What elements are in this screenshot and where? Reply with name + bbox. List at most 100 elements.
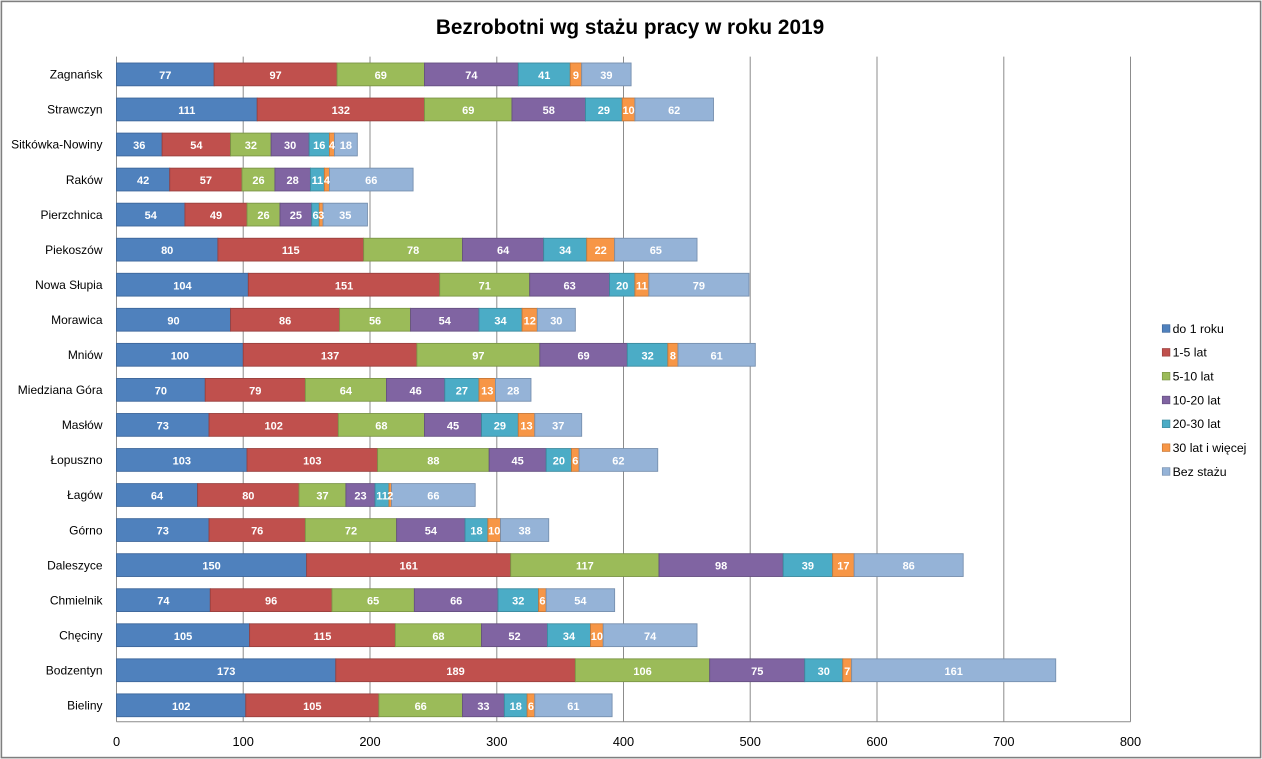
svg-text:115: 115 <box>314 631 332 643</box>
svg-text:Chęciny: Chęciny <box>59 628 102 642</box>
svg-text:6: 6 <box>312 210 318 222</box>
svg-text:33: 33 <box>477 701 489 713</box>
svg-text:100: 100 <box>171 350 189 362</box>
svg-text:Daleszyce: Daleszyce <box>47 558 103 572</box>
svg-text:Bez stażu: Bez stażu <box>1173 465 1227 479</box>
svg-text:10-20 lat: 10-20 lat <box>1173 393 1221 407</box>
svg-text:76: 76 <box>251 526 263 538</box>
svg-text:86: 86 <box>903 561 915 573</box>
svg-text:25: 25 <box>290 210 302 222</box>
svg-text:54: 54 <box>145 210 158 222</box>
svg-text:Raków: Raków <box>66 173 103 187</box>
svg-text:30 lat i więcej: 30 lat i więcej <box>1173 441 1247 455</box>
svg-text:68: 68 <box>432 631 444 643</box>
svg-text:11: 11 <box>312 175 324 187</box>
svg-text:72: 72 <box>345 526 357 538</box>
svg-text:58: 58 <box>543 105 555 117</box>
svg-text:Strawczyn: Strawczyn <box>47 103 102 117</box>
svg-text:96: 96 <box>265 596 277 608</box>
svg-text:5-10 lat: 5-10 lat <box>1173 369 1215 383</box>
svg-text:32: 32 <box>245 140 257 152</box>
svg-text:400: 400 <box>613 734 634 749</box>
svg-text:97: 97 <box>269 70 281 82</box>
svg-text:69: 69 <box>375 70 387 82</box>
svg-text:103: 103 <box>303 456 321 468</box>
svg-text:29: 29 <box>598 105 610 117</box>
svg-text:2: 2 <box>387 491 393 503</box>
svg-text:150: 150 <box>202 561 220 573</box>
svg-text:78: 78 <box>407 245 419 257</box>
svg-text:54: 54 <box>439 315 452 327</box>
svg-text:28: 28 <box>507 385 519 397</box>
svg-text:6: 6 <box>528 701 534 713</box>
svg-text:69: 69 <box>462 105 474 117</box>
svg-text:73: 73 <box>157 526 169 538</box>
svg-text:Masłów: Masłów <box>62 418 103 432</box>
svg-text:57: 57 <box>200 175 212 187</box>
svg-text:300: 300 <box>486 734 507 749</box>
svg-text:10: 10 <box>591 631 603 643</box>
svg-text:26: 26 <box>252 175 264 187</box>
svg-text:66: 66 <box>450 596 462 608</box>
svg-text:74: 74 <box>644 631 657 643</box>
svg-text:90: 90 <box>167 315 179 327</box>
svg-text:39: 39 <box>600 70 612 82</box>
svg-text:151: 151 <box>335 280 353 292</box>
svg-text:68: 68 <box>375 420 387 432</box>
svg-text:28: 28 <box>287 175 299 187</box>
svg-text:117: 117 <box>576 561 594 573</box>
svg-text:132: 132 <box>332 105 350 117</box>
svg-text:3: 3 <box>318 210 324 222</box>
svg-text:18: 18 <box>340 140 352 152</box>
svg-text:97: 97 <box>472 350 484 362</box>
svg-text:10: 10 <box>488 526 500 538</box>
svg-text:1-5 lat: 1-5 lat <box>1173 346 1208 360</box>
svg-text:22: 22 <box>595 245 607 257</box>
svg-text:34: 34 <box>494 315 507 327</box>
svg-text:63: 63 <box>564 280 576 292</box>
svg-text:62: 62 <box>668 105 680 117</box>
svg-text:62: 62 <box>612 456 624 468</box>
svg-text:64: 64 <box>497 245 510 257</box>
svg-text:4: 4 <box>324 175 331 187</box>
svg-text:Zagnańsk: Zagnańsk <box>50 68 104 82</box>
svg-text:26: 26 <box>257 210 269 222</box>
svg-text:Nowa Słupia: Nowa Słupia <box>35 278 103 292</box>
svg-text:98: 98 <box>715 561 727 573</box>
svg-text:11: 11 <box>376 491 388 503</box>
svg-text:56: 56 <box>369 315 381 327</box>
svg-text:74: 74 <box>465 70 478 82</box>
svg-text:18: 18 <box>510 701 522 713</box>
svg-text:Morawica: Morawica <box>51 313 103 327</box>
svg-text:66: 66 <box>427 491 439 503</box>
svg-text:54: 54 <box>425 526 438 538</box>
svg-text:66: 66 <box>365 175 377 187</box>
svg-text:86: 86 <box>279 315 291 327</box>
svg-text:104: 104 <box>173 280 192 292</box>
svg-text:65: 65 <box>650 245 662 257</box>
svg-text:23: 23 <box>354 491 366 503</box>
svg-text:27: 27 <box>456 385 468 397</box>
svg-text:102: 102 <box>172 701 190 713</box>
svg-text:200: 200 <box>359 734 380 749</box>
svg-text:88: 88 <box>427 456 439 468</box>
svg-text:115: 115 <box>282 245 300 257</box>
svg-text:Bieliny: Bieliny <box>67 699 102 713</box>
svg-text:30: 30 <box>818 666 830 678</box>
svg-text:65: 65 <box>367 596 379 608</box>
svg-text:800: 800 <box>1120 734 1141 749</box>
svg-text:20: 20 <box>553 456 565 468</box>
svg-text:73: 73 <box>157 420 169 432</box>
svg-text:103: 103 <box>173 456 191 468</box>
svg-text:20-30 lat: 20-30 lat <box>1173 417 1221 431</box>
svg-text:61: 61 <box>711 350 723 362</box>
svg-text:75: 75 <box>751 666 763 678</box>
svg-text:64: 64 <box>340 385 353 397</box>
svg-text:106: 106 <box>633 666 651 678</box>
svg-text:79: 79 <box>249 385 261 397</box>
svg-text:Łagów: Łagów <box>67 488 103 502</box>
svg-text:7: 7 <box>844 666 850 678</box>
svg-text:34: 34 <box>563 631 576 643</box>
svg-text:10: 10 <box>622 105 634 117</box>
svg-text:77: 77 <box>159 70 171 82</box>
